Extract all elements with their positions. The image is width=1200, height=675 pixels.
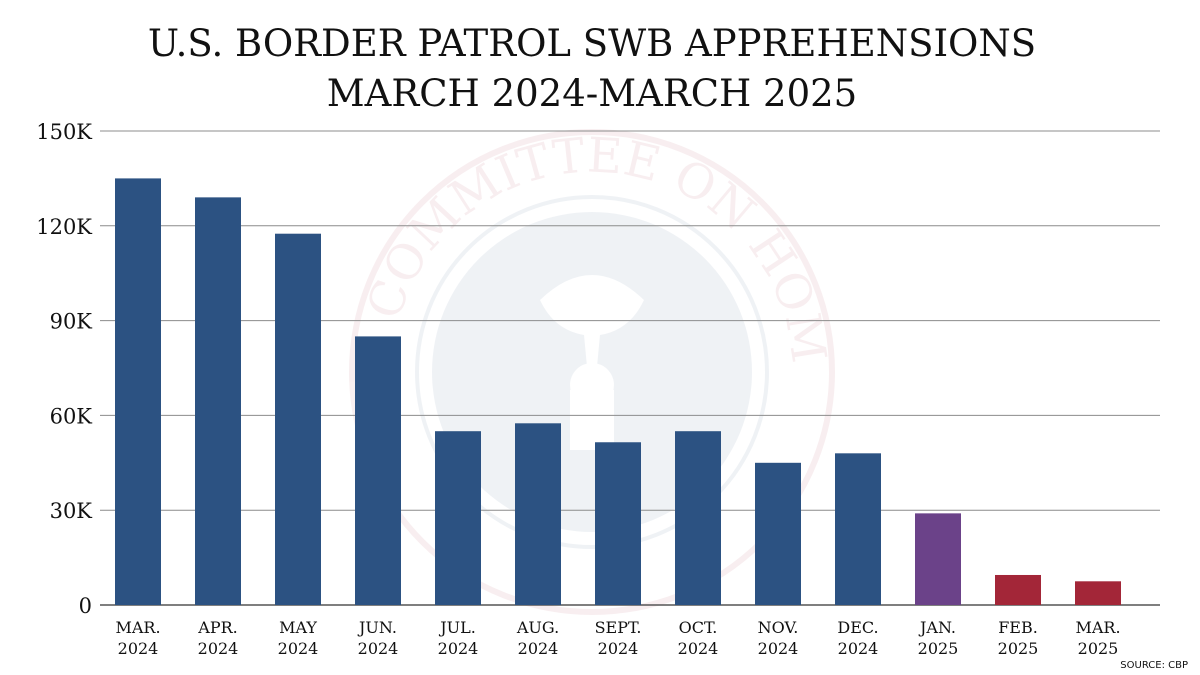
x-tick-label-month: JUL. [438,618,476,637]
bar-aug-2024 [515,423,561,605]
bar-mar-2025 [1075,581,1121,605]
x-tick-label-month: JUN. [357,618,397,637]
bars [115,178,1121,606]
x-tick-label-year: 2024 [438,639,479,658]
chart-title: U.S. BORDER PATROL SWB APPREHENSIONS [148,22,1036,65]
bar-jan-2025 [915,513,961,605]
bar-may-2024 [275,233,321,605]
bar-apr-2024 [195,197,241,606]
y-tick-label: 150K [36,120,92,144]
x-tick-label-year: 2024 [838,639,879,658]
bar-sept-2024 [595,442,641,605]
x-axis-ticks: MAR. 2024 APR. 2024 MAY 2024 JUN. 2024 JUL. 2024 A… [115,618,1120,658]
bar-feb-2025 [995,574,1041,605]
y-tick-label: 90K [50,310,93,334]
x-tick-label-month: DEC. [837,618,878,637]
x-tick-label-month: MAR. [1075,618,1120,637]
y-tick-label: 60K [50,404,93,428]
x-tick-label-year: 2024 [118,639,159,658]
x-tick-label-year: 2025 [1078,639,1119,658]
y-axis-ticks: 0 30K 60K 90K 120K 150K [36,120,92,618]
x-tick-label-year: 2024 [278,639,319,658]
x-tick-label-year: 2024 [598,639,639,658]
x-tick-label-year: 2024 [758,639,799,658]
x-tick-label-year: 2025 [998,639,1039,658]
chart-subtitle: MARCH 2024-MARCH 2025 [327,72,857,115]
bar-mar-2024 [115,178,161,605]
bar-oct-2024 [675,431,721,605]
x-tick-label-year: 2024 [198,639,239,658]
bar-nov-2024 [755,462,801,605]
x-tick-label-year: 2024 [518,639,559,658]
x-tick-label-month: JAN. [918,618,956,637]
x-tick-label-month: FEB. [998,618,1038,637]
bar-jul-2024 [435,431,481,605]
x-tick-label-month: APR. [197,618,237,637]
x-tick-label-year: 2025 [918,639,959,658]
x-tick-label-month: AUG. [516,618,559,637]
x-tick-label-month: MAY [279,618,317,637]
x-tick-label-month: SEPT. [595,618,642,637]
x-tick-label-year: 2024 [678,639,719,658]
y-tick-label: 0 [79,594,92,618]
x-tick-label-month: OCT. [679,618,718,637]
x-tick-label-month: NOV. [758,618,799,637]
y-tick-label: 120K [36,215,92,239]
x-tick-label-year: 2024 [358,639,399,658]
bar-dec-2024 [835,453,881,605]
x-tick-label-month: MAR. [115,618,160,637]
source-note: SOURCE: CBP [1120,660,1188,671]
bar-jun-2024 [355,336,401,605]
y-tick-label: 30K [50,499,93,523]
